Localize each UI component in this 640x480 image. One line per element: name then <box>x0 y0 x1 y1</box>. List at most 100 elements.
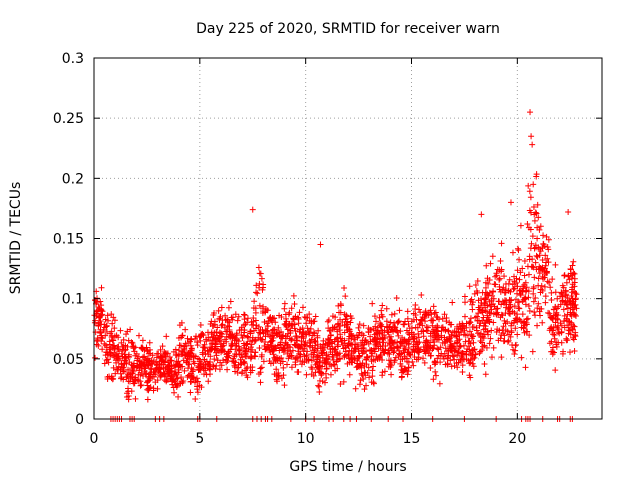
data-point <box>157 372 164 379</box>
data-point <box>182 326 189 333</box>
data-point <box>510 319 517 326</box>
data-point <box>465 343 472 350</box>
data-point <box>476 322 483 329</box>
data-point <box>369 373 376 380</box>
data-point <box>290 316 297 323</box>
data-point <box>333 352 340 359</box>
data-point <box>525 271 532 278</box>
data-point <box>451 356 458 363</box>
data-point <box>552 289 559 296</box>
data-point <box>174 375 181 382</box>
data-point <box>211 318 218 325</box>
data-point <box>573 291 580 298</box>
data-point <box>418 292 425 299</box>
data-point <box>429 328 436 335</box>
data-point <box>135 332 142 339</box>
data-point <box>138 344 145 351</box>
data-point <box>94 335 101 342</box>
data-point <box>405 364 412 371</box>
data-point <box>316 383 323 390</box>
data-point <box>161 371 168 378</box>
data-point <box>120 336 127 343</box>
data-point <box>227 298 234 305</box>
data-point <box>524 315 531 322</box>
data-point <box>533 252 540 259</box>
data-point <box>327 371 334 378</box>
data-point <box>387 337 394 344</box>
data-point <box>296 309 303 316</box>
data-point <box>488 297 495 304</box>
data-point <box>175 393 182 400</box>
x-tick-label: 10 <box>297 431 315 447</box>
data-point <box>439 315 446 322</box>
data-point <box>272 356 279 363</box>
data-point <box>346 347 353 354</box>
data-point <box>112 370 119 377</box>
data-point <box>521 272 528 279</box>
data-point <box>219 331 226 338</box>
data-point <box>419 322 426 329</box>
data-point <box>303 352 310 359</box>
data-point <box>222 317 229 324</box>
data-point <box>98 338 105 345</box>
data-point <box>157 353 164 360</box>
data-point <box>257 270 264 277</box>
data-point <box>566 276 573 283</box>
data-point <box>415 354 422 361</box>
data-point <box>92 297 99 304</box>
data-point <box>339 342 346 349</box>
data-point <box>345 343 352 350</box>
data-point <box>180 357 187 364</box>
data-point <box>536 305 543 312</box>
data-point <box>506 331 513 338</box>
data-point <box>501 332 508 339</box>
data-point <box>282 339 289 346</box>
data-point <box>416 349 423 356</box>
data-point <box>218 362 225 369</box>
data-point <box>288 353 295 360</box>
data-point <box>241 329 248 336</box>
data-point <box>224 366 231 373</box>
data-point <box>360 376 367 383</box>
data-point <box>570 258 577 265</box>
data-point <box>261 342 268 349</box>
data-point <box>306 342 313 349</box>
data-point <box>434 355 441 362</box>
data-point <box>534 235 541 242</box>
data-point <box>291 325 298 332</box>
data-point <box>329 313 336 320</box>
data-point <box>352 385 359 392</box>
data-point <box>424 324 431 331</box>
data-point <box>160 361 167 368</box>
data-point <box>530 204 537 211</box>
data-point <box>215 307 222 314</box>
data-point <box>301 313 308 320</box>
data-point <box>218 330 225 337</box>
data-point <box>309 347 316 354</box>
data-point <box>314 334 321 341</box>
data-point <box>399 334 406 341</box>
data-point <box>318 349 325 356</box>
data-point <box>360 332 367 339</box>
data-point <box>99 311 106 318</box>
data-point <box>319 344 326 351</box>
data-point <box>568 293 575 300</box>
data-point <box>568 319 575 326</box>
data-point <box>306 317 313 324</box>
data-point <box>356 352 363 359</box>
data-point <box>447 357 454 364</box>
data-point <box>310 351 317 358</box>
data-point <box>278 375 285 382</box>
data-point <box>251 352 258 359</box>
data-point <box>113 332 120 339</box>
data-point <box>231 362 238 369</box>
data-point <box>557 301 564 308</box>
data-point <box>468 352 475 359</box>
data-point <box>524 221 531 228</box>
data-point <box>314 348 321 355</box>
data-point <box>431 310 438 317</box>
data-point <box>248 341 255 348</box>
data-point <box>417 309 424 316</box>
data-point <box>415 345 422 352</box>
data-point <box>408 318 415 325</box>
